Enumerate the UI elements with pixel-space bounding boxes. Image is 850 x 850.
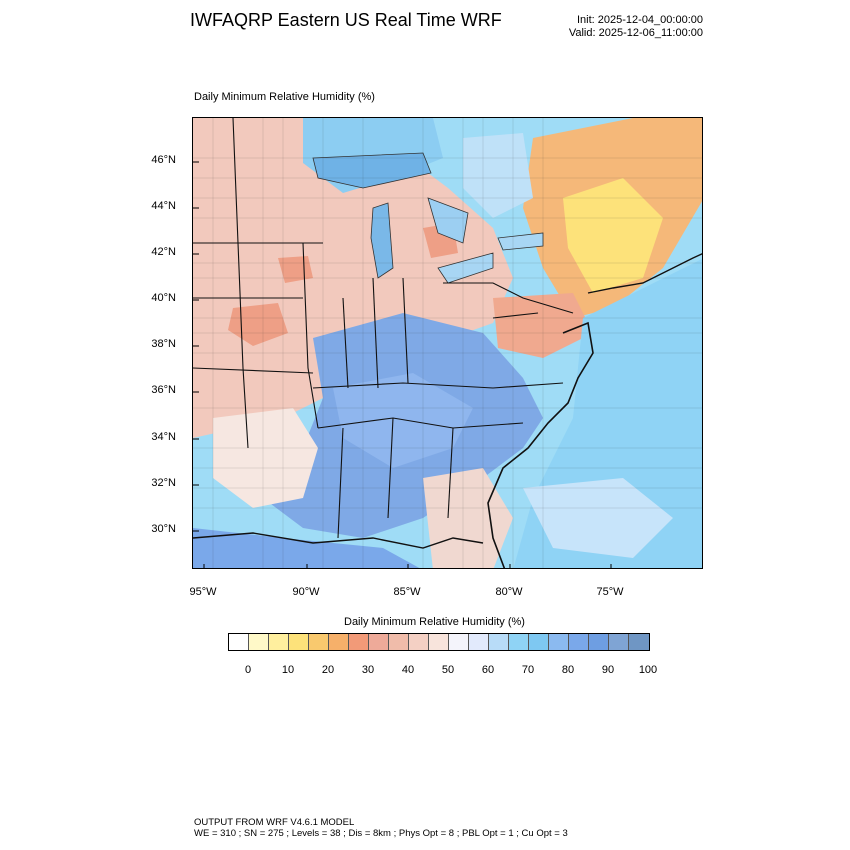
colorbar-cell: [589, 634, 609, 650]
colorbar-title: Daily Minimum Relative Humidity (%): [344, 616, 525, 628]
lon-label-80w: 80°W: [495, 586, 523, 598]
very-dry-new-england: [563, 178, 663, 293]
lake-huron: [427, 197, 469, 244]
colorbar-cell: [449, 634, 469, 650]
map-panel: [192, 117, 703, 569]
model-settings: WE = 310 ; SN = 275 ; Levels = 38 ; Dis …: [194, 828, 568, 839]
lake-michigan: [370, 202, 394, 279]
lake-erie: [437, 252, 494, 284]
lon-label-95w: 95°W: [189, 586, 217, 598]
colorbar-cell: [349, 634, 369, 650]
dry-patch-missouri: [228, 303, 288, 346]
colorbar-cell: [369, 634, 389, 650]
colorbar-label: 60: [481, 664, 495, 676]
colorbar-cell: [289, 634, 309, 650]
colorbar-cell: [329, 634, 349, 650]
moist-core-tennessee: [333, 373, 473, 468]
valid-time: Valid: 2025-12-06_11:00:00: [568, 27, 703, 39]
lon-label-85w: 85°W: [393, 586, 421, 598]
lon-label-90w: 90°W: [292, 586, 320, 598]
lake-superior: [312, 152, 432, 189]
colorbar-cell: [549, 634, 569, 650]
colorbar-label: 40: [401, 664, 415, 676]
colorbar-cell: [409, 634, 429, 650]
colorbar: [228, 633, 650, 651]
lat-label-38n: 38°N: [151, 338, 176, 350]
init-time: Init: 2025-12-04_00:00:00: [577, 14, 703, 26]
colorbar-label: 90: [601, 664, 615, 676]
pale-region-texas: [213, 408, 318, 508]
colorbar-label: 70: [521, 664, 535, 676]
gulf-fill: [193, 528, 420, 568]
moist-region-ontario: [463, 133, 533, 218]
colorbar-cell: [309, 634, 329, 650]
lat-label-40n: 40°N: [151, 292, 176, 304]
colorbar-cell: [429, 634, 449, 650]
colorbar-label: 80: [561, 664, 575, 676]
colorbar-label: 30: [361, 664, 375, 676]
lat-label-44n: 44°N: [151, 200, 176, 212]
graticule-ticks: [193, 161, 612, 568]
lake-ontario: [497, 232, 544, 251]
lon-label-75w: 75°W: [596, 586, 624, 598]
atlantic-pale-patch: [523, 478, 673, 558]
colorbar-cell: [469, 634, 489, 650]
colorbar-label: 0: [244, 664, 252, 676]
state-boundaries: [193, 118, 574, 539]
lat-label-36n: 36°N: [151, 384, 176, 396]
field-label: Daily Minimum Relative Humidity (%): [194, 91, 375, 103]
atlantic-coastline: [487, 321, 594, 568]
colorbar-cell: [489, 634, 509, 650]
colorbar-cell: [629, 634, 649, 650]
gulf-coastline: [193, 532, 484, 549]
dry-region-mid-atlantic: [493, 293, 593, 358]
model-info: OUTPUT FROM WRF V4.6.1 MODEL: [194, 817, 355, 828]
colorbar-label: 20: [321, 664, 335, 676]
plot-title: IWFAQRP Eastern US Real Time WRF: [190, 10, 502, 30]
northeast-coastline: [587, 253, 702, 294]
colorbar-cell: [509, 634, 529, 650]
colorbar-label: 50: [441, 664, 455, 676]
lat-label-34n: 34°N: [151, 431, 176, 443]
colorbar-label: 100: [638, 664, 658, 676]
colorbar-cell: [389, 634, 409, 650]
lat-label-32n: 32°N: [151, 477, 176, 489]
lat-label-46n: 46°N: [151, 154, 176, 166]
colorbar-cell: [529, 634, 549, 650]
colorbar-cell: [249, 634, 269, 650]
lat-label-42n: 42°N: [151, 246, 176, 258]
county-grid: [193, 118, 702, 568]
dry-region-west: [193, 118, 513, 438]
colorbar-cell: [269, 634, 289, 650]
colorbar-cell: [569, 634, 589, 650]
colorbar-label: 10: [281, 664, 295, 676]
lat-label-30n: 30°N: [151, 523, 176, 535]
pale-region-florida: [423, 468, 513, 568]
colorbar-cell: [609, 634, 629, 650]
humidity-map: [193, 118, 702, 568]
colorbar-cell: [229, 634, 249, 650]
